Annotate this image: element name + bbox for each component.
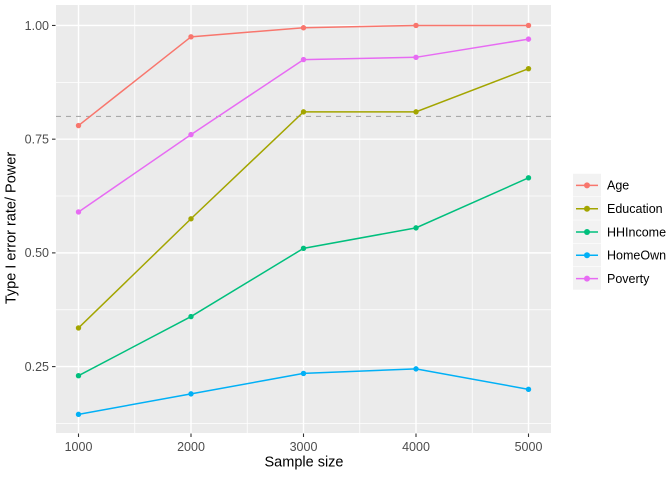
legend-label-education: Education — [607, 202, 663, 216]
data-point-age — [525, 22, 532, 29]
data-point-hhincome — [525, 175, 532, 181]
legend-label-hhincome: HHIncome — [607, 225, 666, 239]
data-point-hhincome — [75, 372, 82, 379]
data-point-poverty — [413, 54, 419, 61]
x-tick-label: 5000 — [515, 440, 543, 454]
legend-label-poverty: Poverty — [607, 272, 650, 286]
y-tick-label: 0.25 — [25, 360, 49, 374]
x-tick-label: 2000 — [177, 440, 205, 454]
data-point-homeown — [300, 370, 307, 377]
x-tick-label: 4000 — [402, 440, 430, 454]
legend-label-age: Age — [607, 179, 629, 193]
legend-key-point — [584, 205, 590, 212]
data-point-education — [525, 65, 532, 72]
data-point-education — [413, 109, 419, 115]
legend-key-point — [584, 182, 590, 189]
y-axis-title: Type I error rate/ Power — [4, 152, 20, 304]
data-point-education — [300, 109, 307, 115]
data-point-education — [188, 216, 194, 222]
y-tick-label: 0.75 — [25, 132, 49, 146]
data-point-homeown — [525, 386, 532, 393]
data-point-homeown — [75, 411, 82, 418]
data-point-education — [75, 325, 82, 331]
data-point-hhincome — [413, 225, 419, 231]
data-point-hhincome — [300, 245, 307, 252]
data-point-age — [188, 34, 194, 40]
data-point-age — [75, 122, 82, 129]
data-point-homeown — [188, 391, 194, 397]
legend-key-point — [584, 229, 590, 235]
legend-key-point — [584, 275, 590, 282]
data-point-poverty — [525, 36, 532, 42]
x-axis-title: Sample size — [265, 455, 344, 471]
y-tick-label: 0.50 — [25, 246, 49, 260]
legend-label-homeown: HomeOwn — [607, 249, 666, 263]
data-point-poverty — [75, 209, 82, 215]
data-point-poverty — [188, 131, 194, 138]
x-tick-label: 1000 — [65, 440, 93, 454]
data-point-age — [300, 25, 307, 31]
x-tick-label: 3000 — [290, 440, 318, 454]
data-point-hhincome — [188, 313, 194, 320]
data-point-homeown — [413, 366, 419, 372]
data-point-age — [413, 22, 419, 29]
legend-key-point — [584, 252, 590, 259]
y-tick-label: 1.00 — [25, 19, 49, 33]
data-point-poverty — [300, 56, 307, 63]
